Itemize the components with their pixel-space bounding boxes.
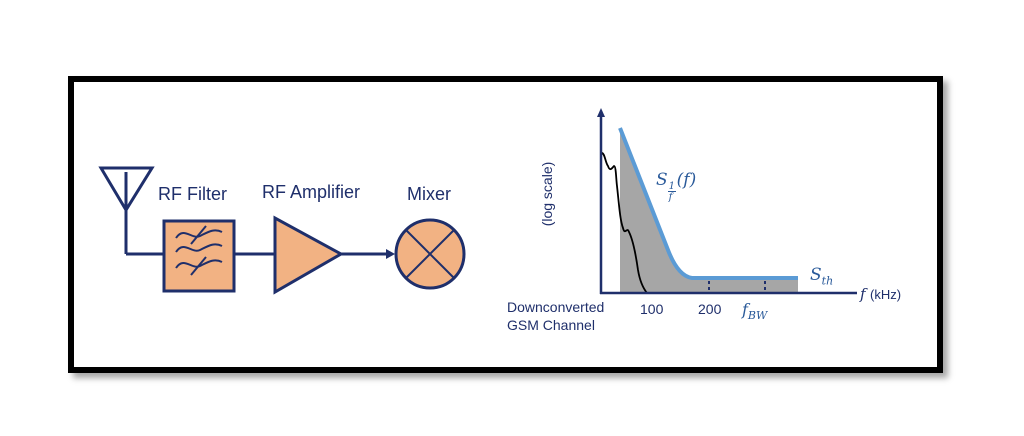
x-tick-label-200: 200 <box>698 301 722 317</box>
antenna-icon <box>98 166 155 254</box>
mixer-label: Mixer <box>407 184 451 204</box>
flicker-numerator: 1 <box>668 181 676 192</box>
gsm-signal-curve <box>600 152 648 294</box>
spectrum-plot <box>597 108 857 295</box>
x-axis-symbol: f <box>860 285 866 303</box>
channel-label-line1: Downconverted <box>507 299 605 315</box>
flicker-noise-label: S 1 f (f) <box>656 170 697 203</box>
bandwidth-label: fBW <box>742 300 767 322</box>
thermal-symbol: S <box>810 265 822 285</box>
rf-amplifier-icon <box>273 215 345 295</box>
x-axis-label: f (kHz) <box>860 285 901 304</box>
flicker-symbol: S <box>656 170 668 190</box>
y-axis-arrow-icon <box>597 108 605 117</box>
x-tick-label-100: 100 <box>640 301 664 317</box>
thermal-noise-label: Sth <box>810 265 833 287</box>
noise-fill-area <box>620 128 798 293</box>
arrowhead-icon <box>386 249 395 259</box>
rf-filter-icon <box>162 219 236 293</box>
thermal-subscript: th <box>821 274 834 288</box>
mixer-icon <box>394 218 466 290</box>
channel-label-line2: GSM Channel <box>507 317 595 333</box>
noise-curve <box>618 127 798 280</box>
x-axis-unit: (kHz) <box>870 287 902 302</box>
rf-filter-label: RF Filter <box>158 184 227 204</box>
y-axis-label: (log scale) <box>539 161 555 227</box>
bandwidth-symbol: f <box>742 300 748 319</box>
bandwidth-subscript: BW <box>747 309 768 323</box>
flicker-argument: (f) <box>676 170 697 190</box>
rf-amplifier-label: RF Amplifier <box>262 182 361 202</box>
flicker-denominator: f <box>668 192 673 203</box>
